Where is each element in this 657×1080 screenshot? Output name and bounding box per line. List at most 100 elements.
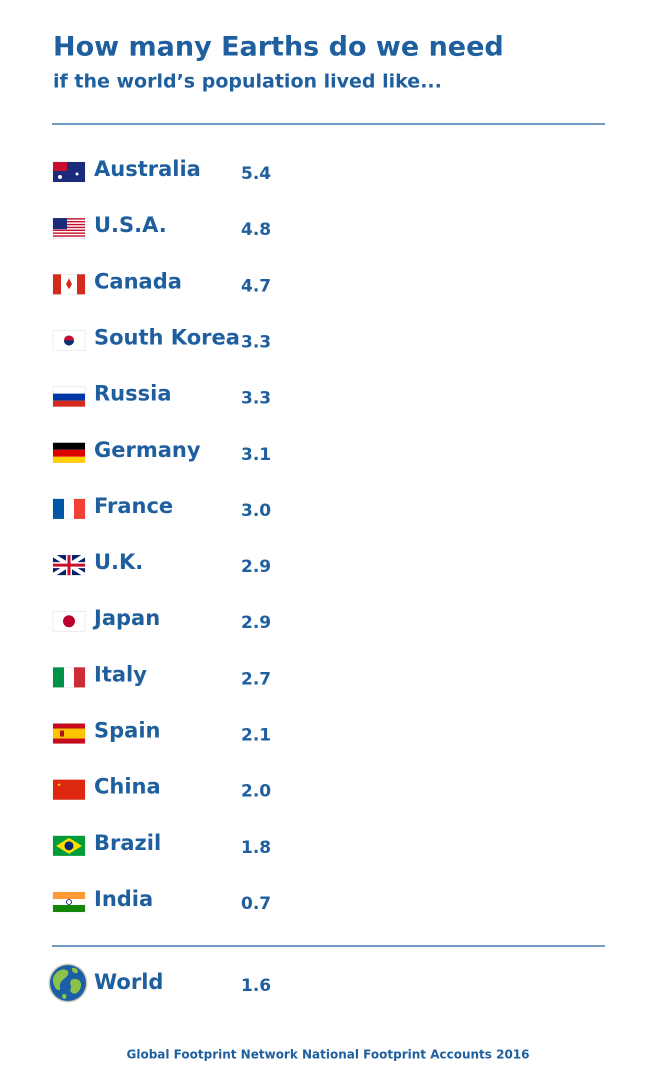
chart-subtitle: if the world’s population lived like... xyxy=(53,71,442,93)
earth-icon xyxy=(295,882,323,922)
flag-part xyxy=(60,730,64,737)
category-label: India xyxy=(94,887,153,911)
flag-part xyxy=(53,449,85,457)
category-label: France xyxy=(94,494,173,518)
earth-icon xyxy=(409,714,413,754)
earth-icon xyxy=(295,377,335,417)
flag-part xyxy=(53,226,85,229)
earth-icon xyxy=(466,320,478,360)
flag xyxy=(52,610,86,632)
earth-icon xyxy=(295,208,335,248)
flag-part xyxy=(53,779,85,800)
earth-icon xyxy=(409,489,449,529)
earth-icon xyxy=(466,152,506,192)
earth-icon xyxy=(295,601,335,641)
category-label: U.K. xyxy=(94,550,143,574)
earth-icon xyxy=(466,264,506,304)
value-label: 3.0 xyxy=(241,501,271,521)
pictogram-row xyxy=(295,826,384,866)
flag xyxy=(52,891,86,913)
earth-icon xyxy=(409,433,449,473)
flag-part xyxy=(64,841,74,851)
flag-part xyxy=(77,274,85,295)
value-label: 3.1 xyxy=(241,445,271,465)
flag-part xyxy=(75,172,79,176)
value-label: 1.8 xyxy=(241,838,271,858)
category-label: Japan xyxy=(92,606,160,630)
pictogram-row xyxy=(295,601,445,641)
pictogram-row xyxy=(295,545,445,585)
earth-icon xyxy=(352,152,392,192)
value-label: 0.7 xyxy=(241,894,271,914)
flag-part xyxy=(66,278,72,290)
earth-icon xyxy=(295,961,335,1001)
flag-part xyxy=(53,162,67,171)
earth-icon xyxy=(409,208,449,248)
earth-icon xyxy=(295,433,335,473)
earth-icon xyxy=(295,826,335,866)
flag-part xyxy=(74,498,85,519)
value-label: 2.0 xyxy=(241,782,271,802)
value-label: 2.9 xyxy=(241,557,271,577)
earth-icon xyxy=(352,826,384,866)
flag-part xyxy=(53,221,85,223)
earth-icon xyxy=(352,433,392,473)
flag xyxy=(51,553,87,577)
world-icon xyxy=(48,963,88,1003)
flag-part xyxy=(53,235,85,237)
flag xyxy=(52,386,86,407)
category-label: Italy xyxy=(94,662,147,686)
flag-part xyxy=(53,229,85,232)
earth-icon xyxy=(352,657,392,697)
pictogram-row xyxy=(295,264,551,304)
earth-icon xyxy=(523,208,555,248)
pictogram-row xyxy=(295,152,596,192)
flag-part xyxy=(53,892,85,899)
flag xyxy=(52,779,86,800)
value-label: 2.7 xyxy=(241,669,271,689)
flag xyxy=(52,274,86,295)
pictogram-row xyxy=(295,714,413,754)
earth-icon xyxy=(352,770,392,810)
pictogram-row xyxy=(295,377,478,417)
flag xyxy=(52,442,86,464)
earth-icon xyxy=(295,657,335,697)
flag-part xyxy=(57,782,61,787)
flag-part xyxy=(53,442,85,450)
value-label: 2.1 xyxy=(241,726,271,746)
earth-icon xyxy=(352,264,392,304)
flag-part xyxy=(53,218,67,230)
flag xyxy=(52,667,86,688)
flag-part xyxy=(53,905,85,912)
earth-icon xyxy=(409,320,449,360)
earth-icon xyxy=(523,264,551,304)
category-label: Brazil xyxy=(94,831,161,855)
earth-icon xyxy=(409,601,445,641)
flag xyxy=(52,498,86,520)
category-label: Australia xyxy=(94,157,201,181)
flag-part xyxy=(53,218,85,220)
earth-icon xyxy=(352,601,392,641)
flag-part xyxy=(66,899,72,905)
earth-icon xyxy=(295,320,335,360)
earth-icon xyxy=(295,264,335,304)
flag-part xyxy=(74,667,85,688)
flag-part xyxy=(63,615,75,628)
earth-icon xyxy=(409,152,449,192)
value-label: 4.8 xyxy=(241,220,271,240)
earth-icon xyxy=(409,657,437,697)
flag-part xyxy=(53,400,85,407)
earth-icon xyxy=(352,961,376,1001)
flag-part xyxy=(53,393,85,401)
pictogram-row xyxy=(295,770,392,810)
pictogram-row xyxy=(295,433,470,473)
flag-part xyxy=(53,232,85,234)
flag-part xyxy=(53,274,61,295)
earth-icon xyxy=(295,714,335,754)
category-label: China xyxy=(94,775,161,799)
earth-icon xyxy=(352,320,392,360)
value-label: 3.3 xyxy=(241,332,271,352)
earth-icon xyxy=(352,545,392,585)
flag xyxy=(52,217,86,239)
